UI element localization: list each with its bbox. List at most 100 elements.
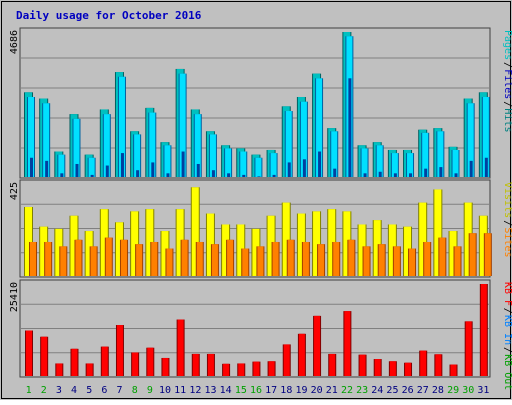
x-day-label: 20 [311, 385, 323, 396]
bar-pages [348, 78, 352, 177]
x-day-label: 18 [280, 385, 292, 396]
bar-visits [449, 231, 457, 276]
bar-files [300, 101, 307, 177]
x-day-label: 15 [235, 385, 247, 396]
bar-kbytes [450, 364, 457, 376]
bar-kbytes [177, 319, 184, 376]
x-day-label: 1 [26, 385, 32, 396]
bar-kbytes [420, 350, 427, 376]
bar-sites [484, 233, 491, 276]
x-day-label: 4 [71, 385, 77, 396]
bar-sites [378, 244, 385, 276]
bar-kbytes [116, 325, 123, 376]
legend-bottom: KB F [502, 282, 512, 306]
bar-files [270, 153, 277, 177]
bar-sites [393, 246, 400, 276]
bar-kbytes [268, 361, 275, 376]
x-axis-day-labels: 1 2 3 4 5 6 7 8 9 10 11 12 13 14 15 16 17 18 19 20 21 22 23 24 2… [26, 385, 490, 396]
bar-files [43, 103, 50, 177]
bar-files [467, 103, 474, 177]
x-day-label: 10 [159, 385, 171, 396]
bar-visits [419, 202, 427, 276]
bar-visits [267, 215, 275, 276]
bar-pages [363, 173, 367, 177]
bar-pages [196, 163, 200, 177]
bar-sites [409, 248, 416, 276]
bar-files [209, 134, 216, 177]
bar-sites [30, 241, 36, 276]
x-day-label: 2 [41, 385, 47, 396]
bar-pages [287, 162, 291, 177]
bar-kbytes [86, 363, 93, 376]
x-day-label: 14 [220, 385, 232, 396]
bar-sites [257, 246, 264, 276]
bar-pages [424, 168, 428, 177]
bar-sites [75, 239, 82, 276]
bar-sites [105, 237, 112, 276]
bar-files [103, 114, 110, 177]
bar-visits [55, 228, 63, 276]
bar-kbytes [389, 361, 396, 376]
bar-visits [464, 202, 472, 276]
bar-pages [469, 160, 473, 177]
bar-files [179, 73, 186, 177]
bar-visits [373, 220, 381, 276]
bar-kbytes [223, 363, 230, 376]
bar-visits [343, 211, 351, 276]
bar-kbytes [253, 361, 260, 376]
x-day-label: 5 [86, 385, 92, 396]
x-day-label: 6 [101, 385, 107, 396]
bar-kbytes [465, 321, 472, 376]
bar-pages [272, 174, 276, 177]
legend-top: Hits [502, 108, 512, 132]
bar-visits [40, 226, 48, 276]
bar-visits [479, 215, 487, 276]
bar-pages [227, 173, 231, 177]
bar-sites [242, 248, 249, 276]
bar-files [316, 78, 323, 177]
x-day-label: 21 [326, 385, 338, 396]
legend-top: Files [502, 69, 512, 99]
bar-files [422, 132, 429, 177]
bar-files [255, 157, 262, 177]
x-day-label: 19 [295, 385, 307, 396]
x-day-label: 23 [356, 385, 368, 396]
bar-visits [328, 209, 336, 276]
bars [24, 32, 492, 376]
bar-sites [424, 241, 431, 276]
bar-kbytes [71, 348, 78, 376]
bar-kbytes [283, 344, 290, 376]
bar-pages [454, 173, 458, 177]
x-day-label: 7 [117, 385, 123, 396]
bar-kbytes [435, 354, 442, 376]
bar-pages [151, 162, 155, 177]
bar-visits [434, 189, 442, 276]
y-max-label-bottom: 25410 [9, 282, 20, 312]
x-day-label: 11 [174, 385, 186, 396]
bar-kbytes [405, 362, 412, 376]
y-max-label-top: 4686 [9, 30, 20, 54]
bar-kbytes [329, 353, 336, 376]
bar-visits [222, 224, 230, 276]
x-day-label: 8 [132, 385, 138, 396]
bar-sites [348, 239, 355, 276]
bar-files [58, 154, 65, 177]
legend-top: / [502, 62, 512, 68]
outer-border [1, 1, 511, 399]
bar-files [437, 131, 444, 177]
bar-pages [120, 153, 124, 177]
x-day-label: 31 [477, 385, 489, 396]
bar-files [482, 96, 489, 177]
x-day-label: 16 [250, 385, 262, 396]
bar-files [452, 149, 459, 177]
bar-sites [302, 241, 309, 276]
bar-sites [439, 237, 446, 276]
bar-kbytes [41, 336, 48, 376]
chart-title: Daily usage for October 2016 [16, 9, 202, 22]
legend-middle: Visits [502, 182, 512, 218]
bar-pages [211, 170, 215, 177]
bar-pages [75, 163, 79, 177]
x-day-label: 24 [371, 385, 383, 396]
